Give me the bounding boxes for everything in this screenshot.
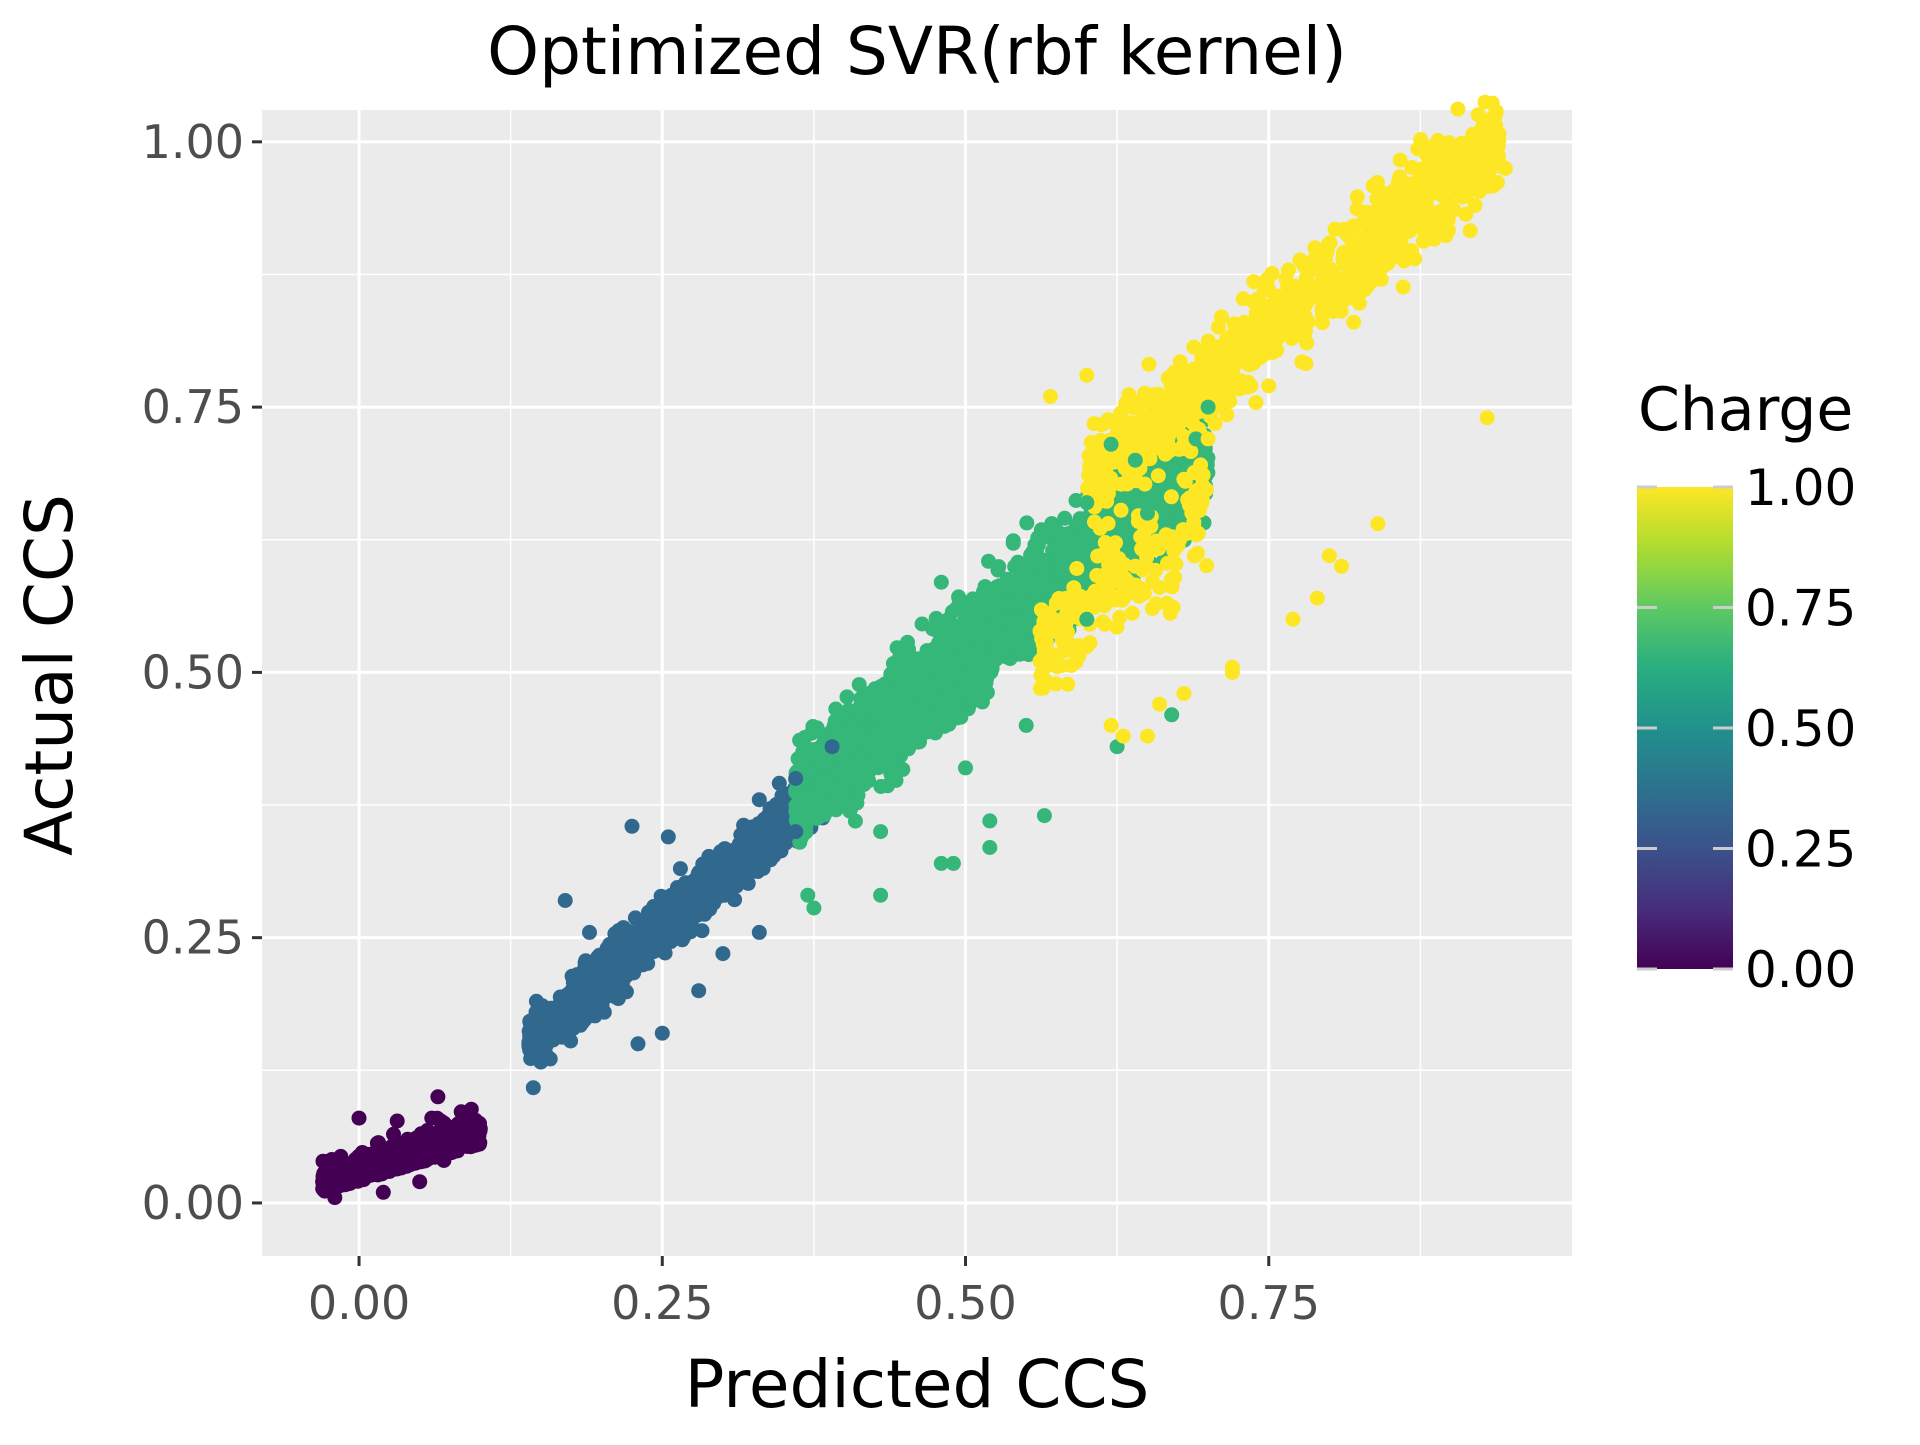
charge-033-point <box>728 856 743 871</box>
charge-033-point <box>775 788 790 803</box>
charge-067-point <box>948 622 963 637</box>
charge-033-point <box>563 1020 578 1035</box>
charge-033-point <box>677 893 692 908</box>
charge-067-point <box>853 729 868 744</box>
charge-067-point <box>987 649 1002 664</box>
charge-067-point <box>1006 536 1021 551</box>
charge-067-point <box>972 643 987 658</box>
charge-067-point <box>941 635 956 650</box>
charge-1-point <box>1294 354 1309 369</box>
charge-067-point <box>984 620 999 635</box>
charge-033-point <box>660 896 675 911</box>
charge-067-point <box>1057 527 1072 542</box>
charge-067-point <box>840 689 855 704</box>
charge-033-point <box>769 838 784 853</box>
charge-067-point <box>1022 583 1037 598</box>
charge-067-point <box>942 684 957 699</box>
charge-033-point <box>533 1055 548 1070</box>
charge-033-point <box>565 969 580 984</box>
charge-067-point <box>955 683 970 698</box>
charge-067-point <box>915 669 930 684</box>
charge-067-point <box>885 755 900 770</box>
charge-033-point <box>526 1080 541 1095</box>
charge-067-point <box>856 751 871 766</box>
charge-067-point <box>868 724 883 739</box>
charge-067-point <box>920 709 935 724</box>
charge-067-point <box>955 669 970 684</box>
charge-067-point <box>1019 515 1034 530</box>
charge-067-point <box>1038 578 1053 593</box>
charge-033-point <box>752 839 767 854</box>
charge-067-point <box>871 760 886 775</box>
charge-067-point <box>976 668 991 683</box>
charge-0-point <box>324 1152 339 1167</box>
charge-033-point <box>587 964 602 979</box>
charge-067-point <box>955 650 970 665</box>
charge-033-point <box>729 879 744 894</box>
charge-1-point <box>1114 503 1129 518</box>
charge-067-point <box>876 737 891 752</box>
charge-067-point <box>873 779 888 794</box>
charge-067-point <box>931 650 946 665</box>
charge-067-point <box>825 797 840 812</box>
charge-067-point <box>811 810 826 825</box>
charge-067-point <box>819 772 834 787</box>
charge-033-point <box>767 813 782 828</box>
charge-067-point <box>805 742 820 757</box>
charge-067-point <box>991 563 1006 578</box>
charge-067-point <box>897 711 912 726</box>
charge-033-point <box>649 937 664 952</box>
charge-0-point <box>464 1102 479 1117</box>
charge-033-point <box>614 973 629 988</box>
charge-067-point <box>903 682 918 697</box>
charge-033-point <box>740 822 755 837</box>
charge-033-point <box>652 910 667 925</box>
charge-1-point <box>1450 102 1465 117</box>
charge-033-point <box>675 932 690 947</box>
charge-067-point <box>1013 647 1028 662</box>
charge-067-point <box>1012 622 1027 637</box>
charge-067-point <box>1000 578 1015 593</box>
charge-033-point <box>636 914 651 929</box>
charge-067-point <box>1035 557 1050 572</box>
charge-067-point <box>1052 557 1067 572</box>
charge-067-point <box>912 734 927 749</box>
charge-067-point <box>889 773 904 788</box>
charge-033-point <box>695 923 710 938</box>
charge-067-point <box>1157 506 1172 521</box>
charge-067-point <box>969 686 984 701</box>
charge-0-point <box>390 1114 405 1129</box>
charge-067-point <box>792 733 807 748</box>
charge-033-point <box>675 880 690 895</box>
charge-067-point <box>848 814 863 829</box>
charge-033-point <box>618 934 633 949</box>
charge-067-point <box>849 796 864 811</box>
charge-033-point <box>673 861 688 876</box>
